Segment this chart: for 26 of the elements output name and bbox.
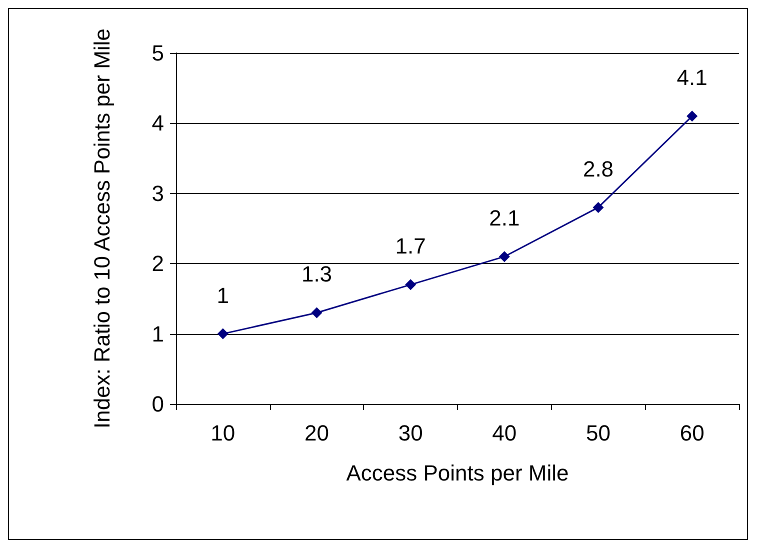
data-label: 2.8 bbox=[582, 156, 614, 182]
data-label: 4.1 bbox=[676, 65, 708, 90]
y-tick-label: 2 bbox=[152, 251, 164, 276]
point bbox=[217, 328, 228, 340]
point bbox=[311, 307, 322, 318]
x-tick-label: 50 bbox=[586, 420, 610, 446]
data-label: 1.3 bbox=[301, 262, 332, 287]
x-axis-title: Access Points per Mile bbox=[346, 460, 569, 486]
x-tick-label: 60 bbox=[680, 420, 704, 446]
x-tick-label: 40 bbox=[492, 420, 517, 446]
x-tick-label: 10 bbox=[210, 420, 236, 446]
y-tick-label: 4 bbox=[152, 110, 164, 136]
point bbox=[592, 202, 604, 213]
x-tick-label: 30 bbox=[398, 420, 423, 446]
x-tick-label: 20 bbox=[304, 420, 329, 446]
data-label: 1.7 bbox=[395, 234, 426, 259]
data-label: 1 bbox=[216, 282, 230, 308]
y-tick-label: 1 bbox=[152, 321, 164, 346]
point bbox=[405, 279, 416, 290]
y-axis-title: Index: Ratio to 10 Access Points per Mile bbox=[90, 28, 114, 428]
y-tick-label: 5 bbox=[152, 40, 164, 66]
y-tick-label: 3 bbox=[152, 180, 164, 206]
data-label: 2.1 bbox=[489, 206, 520, 231]
point bbox=[686, 110, 698, 122]
point bbox=[498, 251, 510, 262]
y-tick-label: 0 bbox=[152, 392, 164, 416]
